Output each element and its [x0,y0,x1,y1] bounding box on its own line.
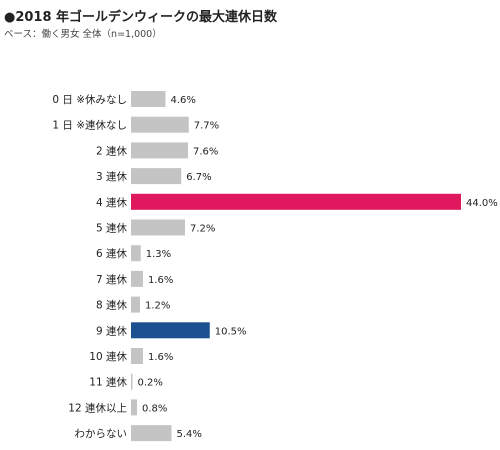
value-label: 1.6% [148,352,173,363]
chart-subtitle: ベース：働く男女 全体（n=1,000） [4,29,162,40]
bar [131,193,461,210]
value-label: 4.6% [171,95,196,106]
bar [131,399,137,416]
category-label: 6 連休 [96,247,128,260]
category-label: 1 日 ※連休なし [52,119,127,132]
bar [131,296,140,313]
value-label: 0.8% [142,403,167,414]
value-label: 7.7% [194,121,219,132]
category-label: 4 連休 [96,196,128,209]
bar [131,245,141,262]
value-label: 5.4% [177,429,202,440]
value-label: 6.7% [186,172,211,183]
bar [131,348,143,364]
category-label: 9 連休 [96,324,128,337]
value-label: 1.6% [148,275,173,286]
bar [131,270,143,287]
bar [131,168,182,185]
bar [131,116,189,133]
value-label: 10.5% [215,326,247,337]
value-label: 1.3% [146,249,171,260]
value-label: 0.2% [138,378,163,389]
bar [131,142,188,159]
chart-title: ●2018 年ゴールデンウィークの最大連休日数 [4,10,278,25]
category-label: 0 日 ※休みなし [52,94,127,106]
bar [131,91,166,107]
category-label: 8 連休 [96,299,128,312]
category-label: 11 連休 [89,376,127,389]
bar [131,425,172,442]
value-label: 7.2% [190,224,215,235]
category-label: 5 連休 [96,222,128,235]
category-label: 3 連休 [96,170,128,183]
bar [131,373,133,390]
value-label: 7.6% [193,146,218,157]
bar [131,219,185,236]
category-label: 10 連休 [89,350,127,363]
category-label: わからない [75,428,128,440]
category-label: 2 連休 [96,144,128,157]
category-label: 7 連休 [96,273,128,286]
bar [131,322,210,339]
category-label: 12 連休以上 [68,401,127,414]
value-label: 44.0% [466,198,498,209]
value-label: 1.2% [145,301,170,312]
